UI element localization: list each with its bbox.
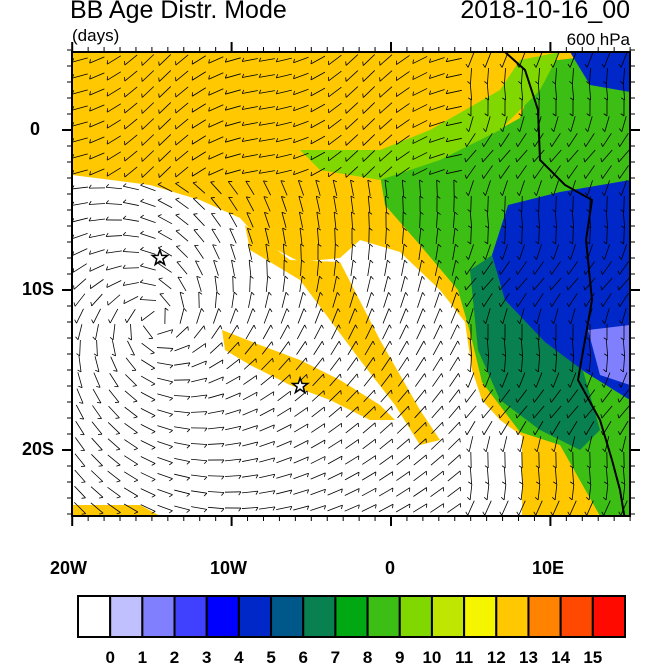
colorbar-swatch (496, 596, 528, 637)
y-label-20s: 20S (22, 439, 54, 460)
wind-barb-flag (142, 94, 143, 98)
wind-barb (539, 196, 540, 212)
colorbar-label: 1 (127, 648, 157, 668)
colorbar-label: 0 (95, 648, 125, 668)
wind-barb (488, 196, 489, 212)
wind-barb-flag (363, 94, 364, 98)
colorbar-swatch (335, 596, 367, 637)
wind-barb-flag (159, 94, 160, 98)
wind-barb-flag (159, 158, 160, 162)
wind-barb-flag (159, 174, 160, 178)
wind-barb-flag (375, 406, 376, 410)
wind-barb-flag (363, 142, 364, 146)
wind-barb-flag (363, 174, 364, 178)
wind-barb (471, 196, 472, 212)
colorbar-label: 14 (546, 648, 576, 668)
wind-barb-flag (363, 126, 364, 130)
wind-barb-flag (142, 126, 143, 130)
wind-barb-flag (159, 142, 160, 146)
wind-barb (556, 196, 557, 212)
wind-barb-flag (142, 142, 143, 146)
wind-barb-flag (257, 392, 258, 396)
colorbar-label: 15 (578, 648, 608, 668)
wind-barb-flag (142, 78, 143, 82)
colorbar-swatch (593, 596, 625, 637)
wind-barb (590, 196, 591, 212)
colorbar-label: 11 (449, 648, 479, 668)
wind-barb-flag (246, 197, 250, 198)
colorbar-swatch (239, 596, 271, 637)
wind-barb (505, 196, 506, 212)
colorbar-label: 9 (385, 648, 415, 668)
wind-barb-flag (159, 126, 160, 130)
wind-barb (624, 196, 625, 212)
wind-barb (233, 276, 234, 292)
wind-barb (607, 196, 608, 212)
wind-barb-flag (363, 78, 364, 82)
colorbar-swatch (303, 596, 335, 637)
colorbar-swatch (175, 596, 207, 637)
wind-barb-flag (80, 419, 84, 420)
x-label-10w: 10W (210, 558, 247, 579)
wind-barb (267, 260, 268, 276)
colorbar-label: 4 (224, 648, 254, 668)
colorbar (78, 596, 625, 637)
wind-barb (522, 196, 523, 212)
wind-barb-flag (341, 390, 342, 394)
wind-barb-flag (142, 62, 143, 66)
colorbar-label: 7 (320, 648, 350, 668)
wind-barb-flag (159, 110, 160, 114)
wind-barb-flag (443, 439, 444, 443)
wind-barb-flag (142, 110, 143, 114)
wind-barb (123, 268, 139, 269)
colorbar-swatch (561, 596, 593, 637)
colorbar-label: 5 (256, 648, 286, 668)
colorbar-label: 8 (353, 648, 383, 668)
wind-barb-flag (194, 214, 198, 215)
colorbar-swatch (368, 596, 400, 637)
colorbar-swatch (432, 596, 464, 637)
wind-barb-flag (142, 174, 143, 178)
age-field (72, 52, 630, 520)
colorbar-label: 6 (288, 648, 318, 668)
y-label-10s: 10S (22, 279, 54, 300)
wind-barb-flag (363, 62, 364, 66)
wind-barb-flag (159, 62, 160, 66)
colorbar-swatch (271, 596, 303, 637)
colorbar-label: 3 (192, 648, 222, 668)
wind-barb-flag (363, 158, 364, 162)
x-label-10e: 10E (532, 558, 564, 579)
colorbar-label: 2 (160, 648, 190, 668)
wind-barb-flag (363, 110, 364, 114)
wind-barb-flag (359, 472, 360, 476)
colorbar-label: 13 (513, 648, 543, 668)
wind-barb-flag (376, 488, 377, 492)
wind-barb-flag (393, 504, 394, 508)
x-label-0: 0 (385, 558, 395, 579)
wind-barb (573, 196, 574, 212)
colorbar-swatch (400, 596, 432, 637)
colorbar-swatch (528, 596, 560, 637)
colorbar-label: 12 (481, 648, 511, 668)
wind-barb-flag (82, 498, 86, 499)
wind-barb-flag (409, 422, 410, 426)
y-label-0: 0 (30, 119, 40, 140)
x-label-20w: 20W (50, 558, 87, 579)
colorbar-label: 10 (417, 648, 447, 668)
wind-barb-flag (142, 158, 143, 162)
colorbar-swatch (110, 596, 142, 637)
colorbar-swatch (78, 596, 110, 637)
colorbar-swatch (142, 596, 174, 637)
colorbar-swatch (464, 596, 496, 637)
wind-barb-flag (159, 78, 160, 82)
colorbar-swatch (207, 596, 239, 637)
